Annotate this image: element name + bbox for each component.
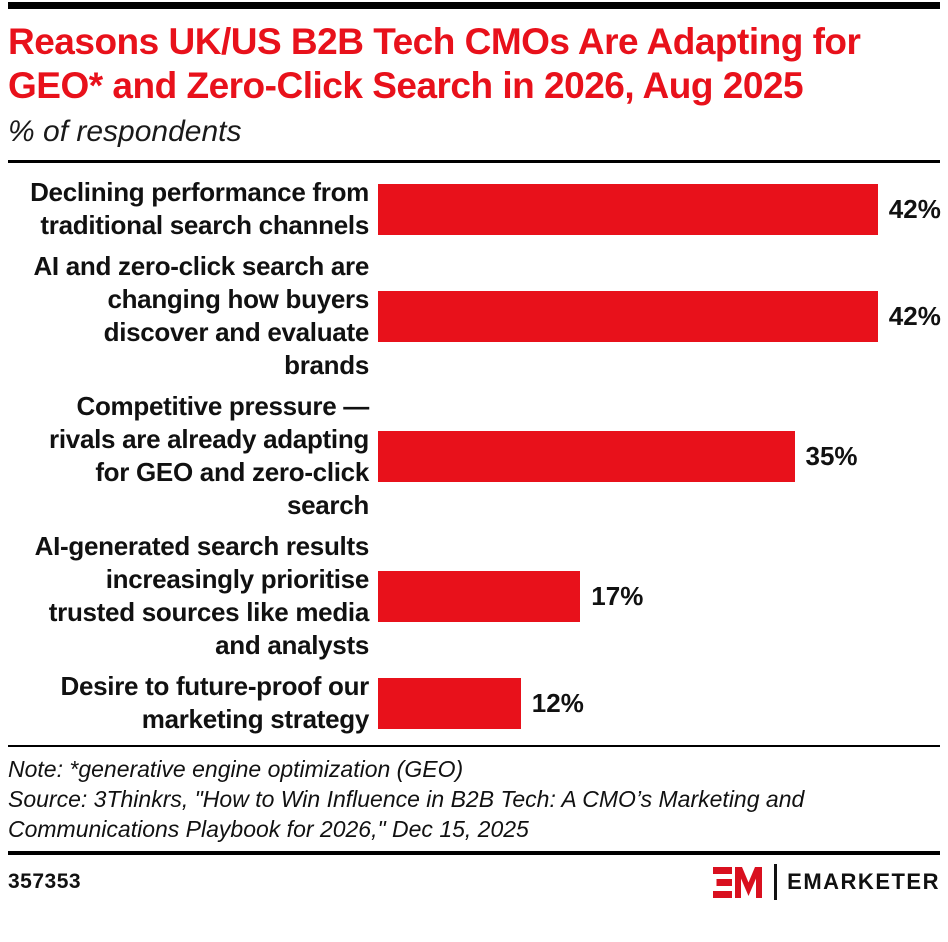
notes-divider — [8, 745, 940, 747]
chart-subtitle: % of respondents — [8, 115, 242, 148]
footer-divider — [8, 851, 940, 855]
category-label: Desire to future-proof our marketing str… — [60, 671, 369, 734]
top-rule — [8, 2, 940, 9]
bar-track: 42% — [378, 290, 941, 342]
logo-divider — [774, 864, 778, 900]
title-divider — [8, 160, 940, 163]
chart-row: AI-generated search results increasingly… — [8, 530, 940, 662]
chart-row: Declining performance from traditional s… — [8, 176, 941, 242]
chart-row: Competitive pressure — rivals are alread… — [8, 390, 940, 522]
bar — [378, 183, 878, 235]
bar — [378, 290, 878, 342]
emarketer-logo: EMARKETER — [713, 864, 940, 900]
category-label: AI and zero-click search are changing ho… — [33, 251, 369, 380]
bar — [378, 430, 795, 482]
notes-block: Note: *generative engine optimization (G… — [8, 754, 940, 844]
category-label: Competitive pressure — rivals are alread… — [49, 391, 369, 520]
footer: 357353 EMARKETER — [8, 864, 940, 900]
category-label: Declining performance from traditional s… — [30, 177, 369, 240]
category-label: AI-generated search results increasingly… — [34, 531, 370, 660]
bar-value-label: 42% — [888, 300, 941, 331]
bar-track: 35% — [378, 430, 940, 482]
source-text: Source: 3Thinkrs, "How to Win Influence … — [8, 786, 805, 842]
chart-title: Reasons UK/US B2B Tech CMOs Are Adapting… — [8, 21, 861, 106]
bar-track: 42% — [378, 183, 941, 235]
bar-value-label: 12% — [531, 687, 584, 718]
bar-value-label: 17% — [591, 580, 644, 611]
emarketer-logo-mark-icon — [713, 866, 763, 898]
bar-track: 12% — [378, 677, 940, 729]
bar-track: 17% — [378, 570, 940, 622]
bar-value-label: 35% — [805, 440, 858, 471]
chart-id: 357353 — [8, 870, 82, 893]
bar-chart: Declining performance from traditional s… — [8, 176, 941, 736]
chart-row: AI and zero-click search are changing ho… — [8, 250, 940, 382]
bar — [378, 677, 521, 729]
brand-name: EMARKETER — [787, 869, 940, 894]
bar-value-label: 42% — [888, 193, 941, 224]
bar — [378, 570, 581, 622]
chart-row: Desire to future-proof our marketing str… — [8, 670, 940, 736]
note-text: Note: *generative engine optimization (G… — [8, 756, 464, 782]
